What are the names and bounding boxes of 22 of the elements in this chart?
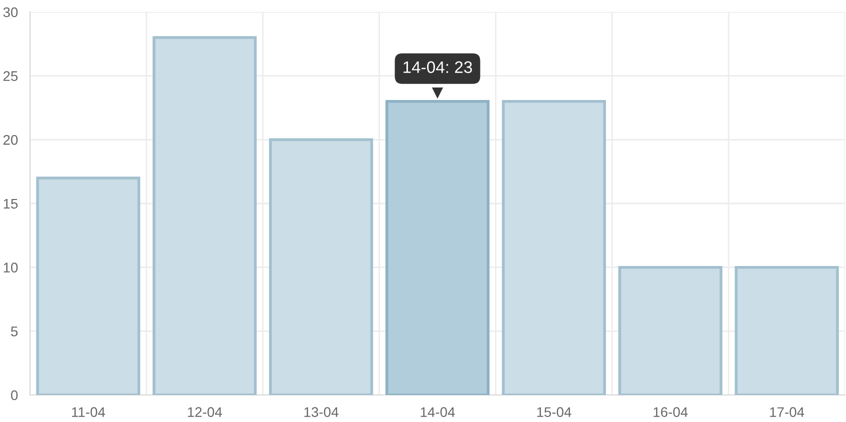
annotation: 14-04: 23	[404, 61, 472, 74]
bar	[734, 266, 839, 395]
y-tick-label: 25	[3, 71, 18, 82]
bar	[618, 266, 722, 395]
y-tick-label: 5	[11, 326, 18, 336]
x-tick-label: 11-04	[72, 407, 106, 418]
y-tick-label: 20	[3, 135, 18, 145]
x-tick-label: 12-04	[188, 407, 222, 418]
bar	[36, 176, 140, 395]
y-tick-label: 30	[3, 7, 18, 18]
y-tick-label: 15	[4, 198, 18, 209]
y-tick-label: 0	[11, 390, 18, 400]
bar	[152, 36, 257, 395]
x-tick-label: 14-04	[420, 407, 455, 418]
bar	[385, 100, 490, 395]
x-tick-label: 15-04	[537, 407, 572, 418]
bar	[502, 100, 606, 395]
x-tick-label: 16-04	[654, 407, 688, 418]
x-tick-label: 17-04	[770, 407, 804, 418]
y-tick-label: 10	[4, 262, 18, 273]
x-tick-label: 13-04	[304, 407, 338, 418]
bar	[269, 138, 374, 395]
